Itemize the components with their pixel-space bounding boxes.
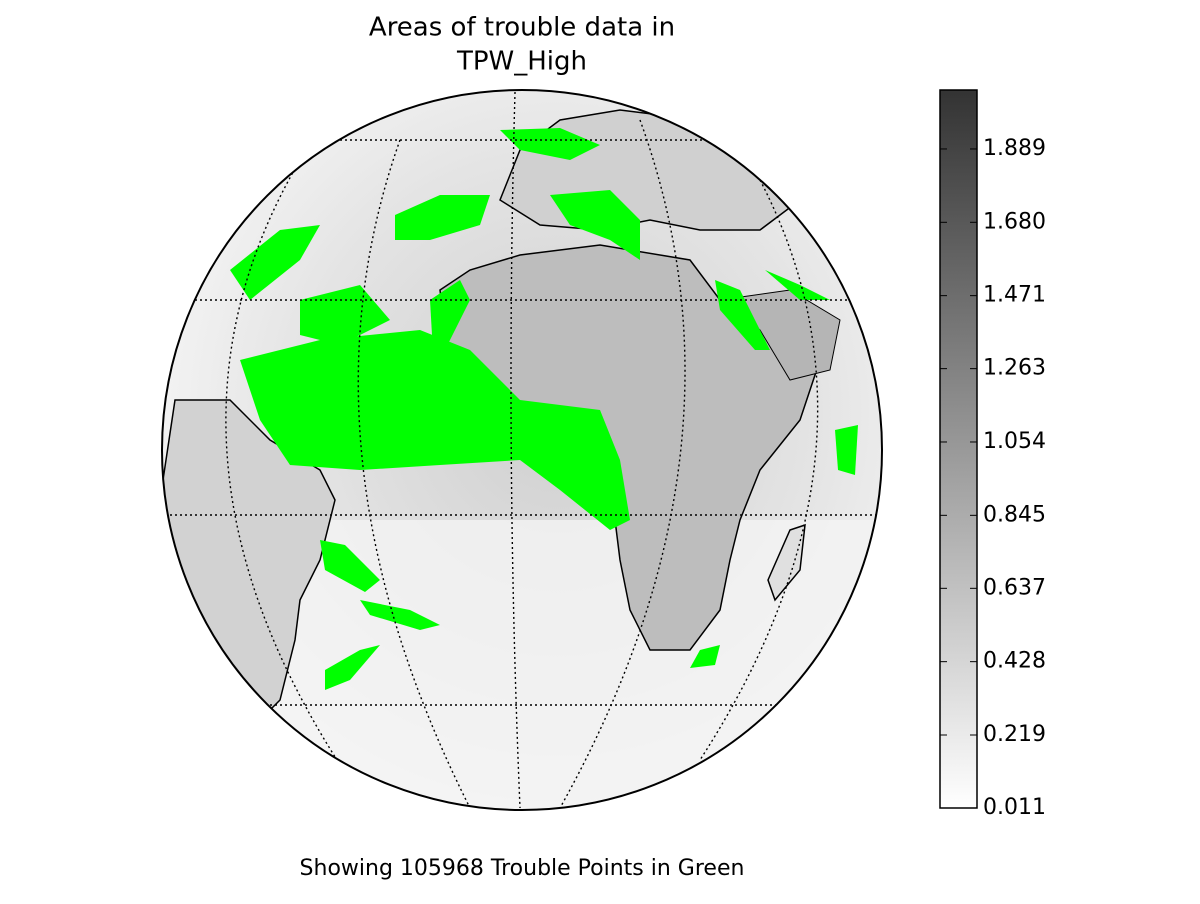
title-line: Areas of trouble data in xyxy=(369,13,675,43)
trouble-points xyxy=(230,128,858,690)
colorbar-ticks: 0.011 0.219 0.428 0.637 0.845 1.054 1.263 1.471… xyxy=(940,136,1046,820)
tick-label: 0.637 xyxy=(983,575,1046,600)
tick-label: 1.054 xyxy=(983,429,1046,454)
tick-label: 1.263 xyxy=(983,356,1046,381)
tick-label: 0.845 xyxy=(983,502,1046,527)
tick-label: 0.219 xyxy=(983,722,1046,747)
colorbar xyxy=(939,89,978,809)
caption: Showing 105968 Trouble Points in Green xyxy=(300,856,745,881)
tick-label: 1.680 xyxy=(983,209,1046,234)
madagascar xyxy=(767,523,806,602)
tick-label: 0.011 xyxy=(983,795,1046,820)
globe xyxy=(162,90,882,810)
tick-label: 1.889 xyxy=(983,136,1046,161)
title-line: TPW_High xyxy=(456,47,587,77)
tick-label: 0.428 xyxy=(983,649,1046,674)
globe-edge xyxy=(161,89,883,811)
tick-label: 1.471 xyxy=(983,283,1046,308)
